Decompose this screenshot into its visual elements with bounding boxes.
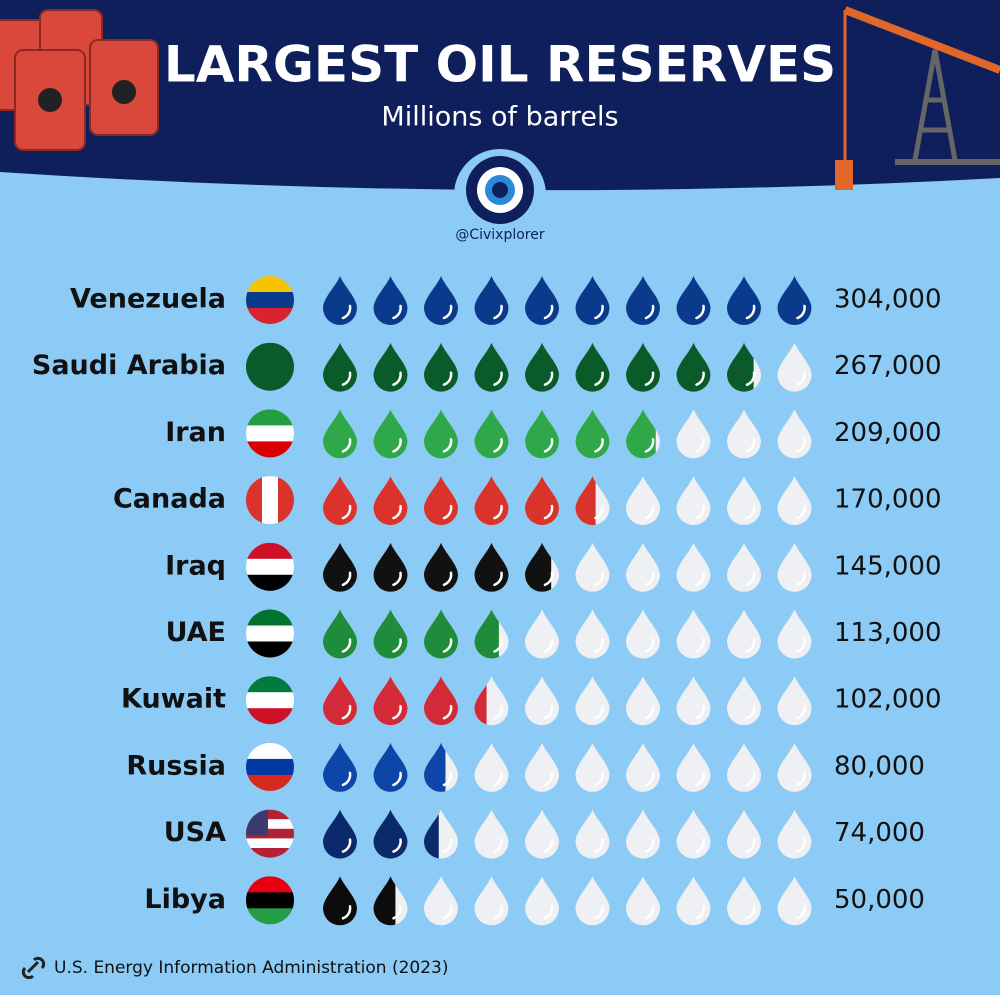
drop-row	[323, 742, 812, 792]
title: LARGEST OIL RESERVES	[164, 36, 836, 94]
flag	[246, 609, 294, 658]
value-label: 170,000	[834, 485, 942, 515]
value-label: 50,000	[834, 885, 925, 915]
drop-row	[323, 409, 812, 459]
barrels	[0, 9, 159, 151]
handle: @Civixplorer	[455, 227, 545, 243]
drop-row	[323, 809, 812, 859]
flag	[246, 542, 294, 591]
link-icon	[21, 956, 46, 980]
flag	[246, 742, 294, 791]
flag	[246, 676, 294, 725]
oil-pump	[835, 6, 1000, 190]
category-label: Iraq	[165, 550, 226, 581]
category-label: UAE	[166, 617, 226, 648]
value-label: 113,000	[834, 618, 942, 648]
flag	[246, 342, 294, 391]
drop-row	[323, 542, 812, 592]
logo	[454, 149, 546, 241]
flag	[246, 476, 294, 525]
value-label: 145,000	[834, 551, 942, 581]
category-label: Kuwait	[121, 684, 226, 715]
value-label: 80,000	[834, 751, 925, 781]
drop-row	[323, 676, 812, 726]
value-label: 102,000	[834, 685, 942, 715]
category-label: Venezuela	[70, 284, 226, 315]
category-label: Canada	[113, 484, 226, 515]
flag	[246, 809, 294, 858]
drop-row	[323, 476, 812, 526]
subtitle: Millions of barrels	[381, 102, 618, 133]
source: U.S. Energy Information Administration (…	[54, 958, 449, 978]
flag	[246, 876, 294, 925]
value-label: 267,000	[834, 351, 942, 381]
drop-row	[323, 276, 812, 325]
category-label: Russia	[126, 750, 226, 781]
value-label: 74,000	[834, 818, 925, 848]
value-label: 209,000	[834, 418, 942, 448]
flag	[246, 409, 294, 458]
drop-row	[323, 342, 812, 392]
category-label: Libya	[144, 884, 226, 915]
value-label: 304,000	[834, 285, 942, 315]
drop-row	[323, 876, 812, 926]
category-label: Iran	[165, 417, 226, 448]
category-label: USA	[164, 817, 226, 848]
flag	[246, 276, 294, 324]
header-band	[0, 0, 1000, 191]
category-label: Saudi Arabia	[32, 350, 226, 381]
drop-row	[323, 609, 812, 659]
